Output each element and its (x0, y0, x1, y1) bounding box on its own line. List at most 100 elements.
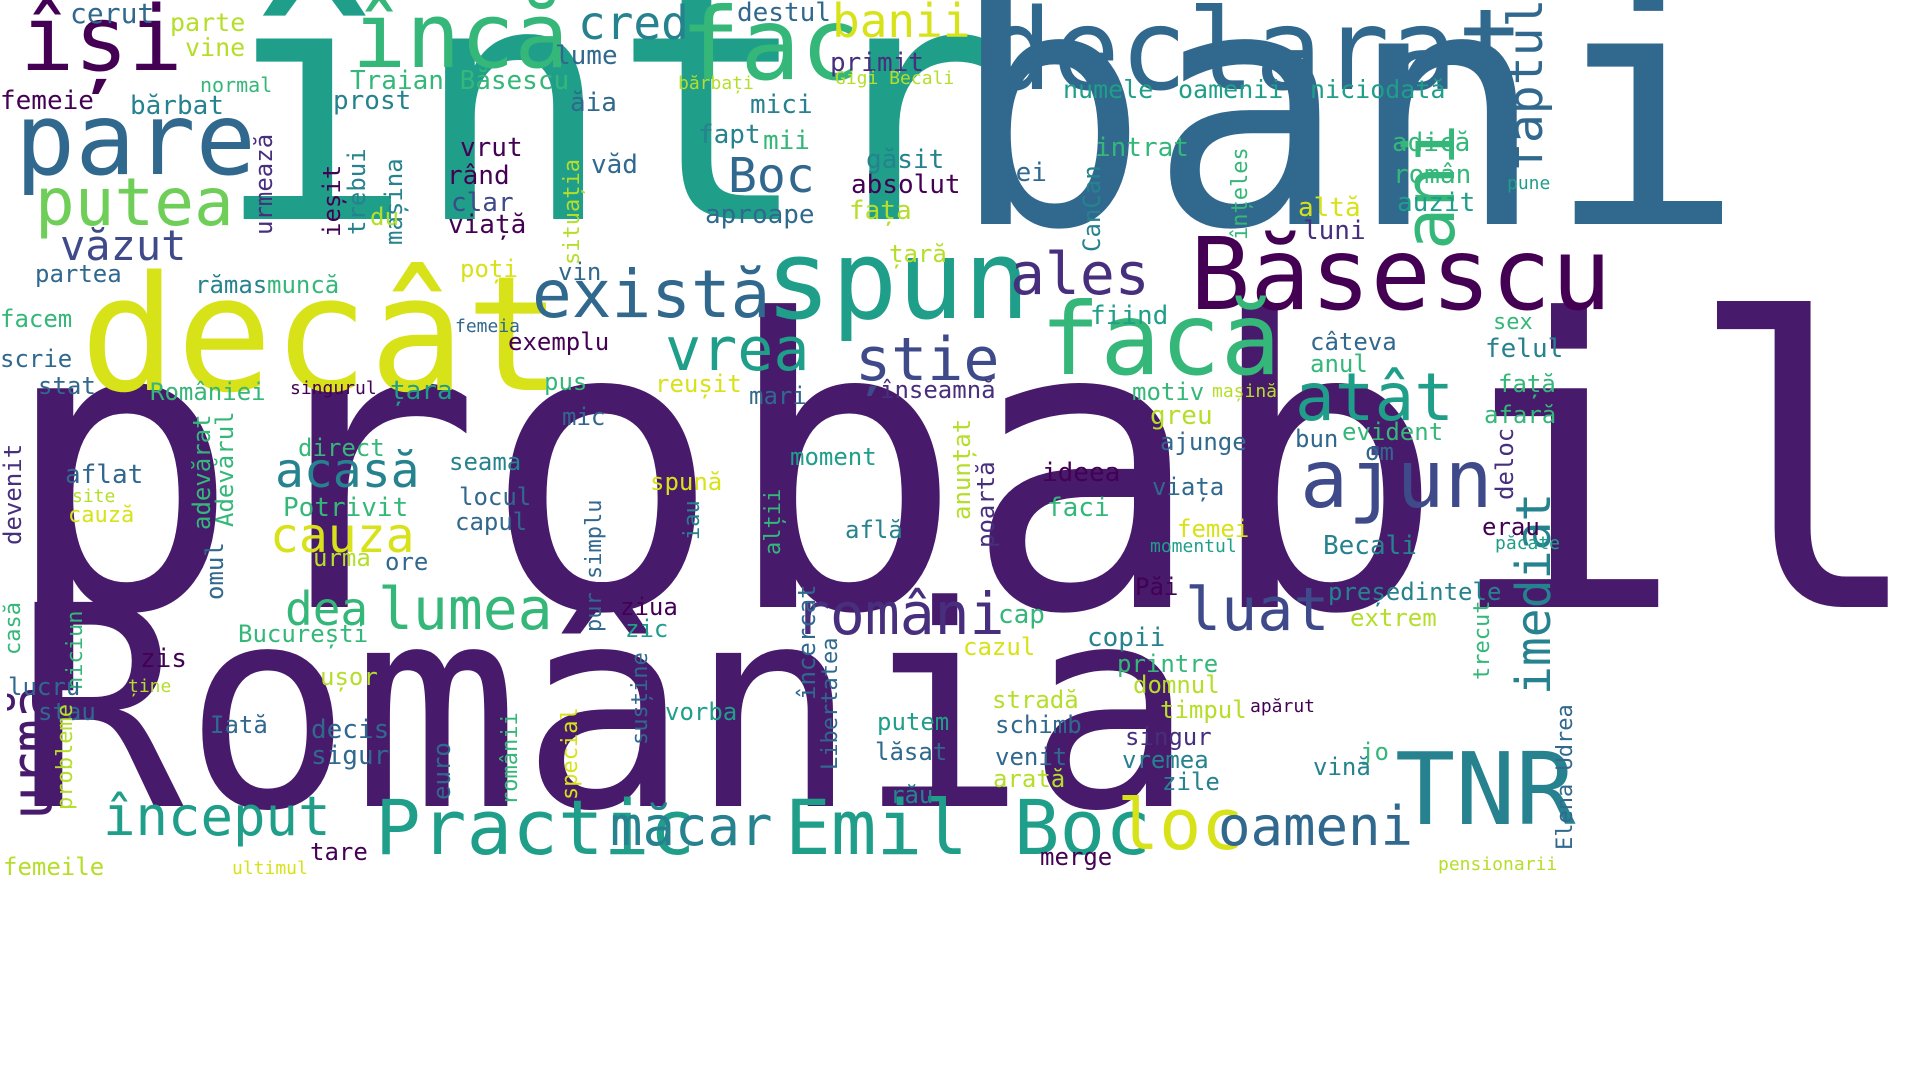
cloud-word-singurul: singurul (290, 378, 377, 399)
cloud-word-deloc: deloc (1491, 427, 1519, 500)
cloud-word-timpul: timpul (1160, 696, 1247, 724)
cloud-word-normal: normal (200, 73, 273, 97)
cloud-word-momentul: momentul (1150, 536, 1237, 557)
cloud-word-auzit: auzit (1397, 188, 1476, 218)
cloud-word-motiv: motiv (1132, 378, 1205, 406)
cloud-word-faptul: faptul (1498, 0, 1554, 172)
cloud-word-seama: seama (449, 448, 522, 476)
cloud-word-roman: român (1393, 160, 1472, 190)
cloud-word-gigi-becali: Gigi Becali (835, 68, 955, 89)
cloud-word-ultimul: ultimul (232, 858, 308, 879)
cloud-word-aproape: aproape (705, 200, 815, 230)
cloud-word-ajun: ajun (1300, 433, 1493, 526)
cloud-word-spun: spun (765, 216, 1030, 344)
cloud-word-partea: partea (35, 260, 122, 288)
cloud-word-barbat: bărbat (130, 91, 224, 121)
cloud-word-vine: vine (185, 33, 246, 62)
cloud-word-ramas: rămas (195, 271, 268, 299)
cloud-word-practic: Practic (375, 783, 696, 872)
cloud-word-usor: ușor (320, 663, 378, 691)
cloud-word-parte: parte (170, 8, 246, 37)
cloud-word-vina: vină (1313, 753, 1371, 781)
cloud-word-faci: faci (1047, 493, 1110, 523)
cloud-word-stie: știe (855, 325, 1000, 395)
cloud-word-poarta: poartă (972, 461, 1000, 548)
cloud-word-scrie: scrie (0, 345, 73, 373)
cloud-word-pur-simplu: pur simplu (582, 499, 607, 632)
cloud-word-stau: stau (38, 698, 96, 726)
cloud-word-zic: zic (625, 615, 669, 643)
cloud-word-lei: lei (1000, 158, 1047, 188)
cloud-word-potrivit: Potrivit (283, 493, 409, 523)
cloud-word-iau: iau (680, 500, 705, 540)
cloud-word-singur: singur (1125, 723, 1212, 751)
cloud-word-venit: venit (995, 743, 1068, 771)
cloud-word-urmeaza: urmează (250, 133, 278, 235)
cloud-word-cred: cred (578, 0, 689, 50)
cloud-word-merge: merge (1040, 843, 1113, 871)
cloud-word-adica: adică (1392, 128, 1471, 158)
cloud-word-viata: viață (448, 210, 527, 240)
cloud-word-isi: își (20, 0, 183, 92)
cloud-word-romani: români (795, 580, 1005, 648)
cloud-word-destul: destul (737, 0, 831, 28)
cloud-word-fapt: fapt (698, 120, 761, 150)
cloud-word-femeile: femeile (3, 853, 105, 881)
cloud-word-anuntat: anunțat (948, 418, 976, 520)
cloud-word-fiind: fiind (1090, 301, 1169, 331)
cloud-word-special: special (558, 707, 583, 800)
cloud-word-mari: mari (749, 382, 807, 410)
cloud-word-banii: banii (832, 0, 971, 48)
cloud-word-mici: mici (750, 90, 813, 120)
cloud-word-lucru: lucru (8, 673, 81, 701)
cloud-word-vorba: vorba (665, 698, 738, 726)
cloud-word-om: om (1365, 438, 1394, 466)
cloud-word-gasit: găsit (866, 145, 945, 175)
cloud-word-devenit: devenit (0, 443, 27, 545)
cloud-word-femeie: femeie (0, 86, 94, 116)
cloud-word-ideea: ideea (1042, 458, 1121, 488)
cloud-word-facem: facem (0, 305, 73, 333)
cloud-word-intr: într (215, 0, 1010, 297)
cloud-word-cerut: cerut (70, 0, 155, 30)
cloud-word-pacate: păcate (1495, 533, 1561, 554)
cloud-word-du: du (370, 203, 399, 231)
cloud-word-loc: loc (1117, 784, 1244, 866)
cloud-word-zis: zis (140, 644, 187, 674)
cloud-word-pare: pare (15, 81, 256, 198)
cloud-word-niciodata: niciodată (1310, 75, 1446, 104)
cloud-word-elena-udrea: Elena Udrea (1553, 704, 1578, 850)
cloud-word-acasa: acasă (275, 443, 420, 499)
cloud-word-fac: fac (680, 0, 861, 103)
cloud-word-exemplu: exemplu (508, 328, 610, 356)
cloud-word-macar: măcar (610, 795, 773, 858)
cloud-word-ajunge: ajunge (1160, 428, 1247, 456)
cloud-word-locul: locul (459, 483, 532, 511)
cloud-word-boc: Boc (728, 148, 815, 204)
cloud-word-rau: rău (890, 781, 934, 809)
cloud-word-viata: viața (1152, 473, 1225, 501)
cloud-word-pus: pus (544, 368, 588, 396)
cloud-word-bun: bun (1295, 425, 1339, 453)
cloud-word-atat: atât (1295, 359, 1454, 436)
cloud-word-tara: țara (390, 376, 453, 406)
cloud-word-arata: arată (993, 765, 1066, 793)
cloud-word-basescu: Băsescu (1190, 216, 1612, 333)
cloud-word-inca: încă (352, 0, 569, 89)
cloud-word-pune: pune (1507, 173, 1551, 194)
cloud-word-putea: putea (35, 164, 234, 241)
cloud-word-mii: mii (763, 126, 810, 156)
cloud-word-incercat: încercat (793, 584, 821, 700)
cloud-word-vad: văd (591, 150, 638, 180)
cloud-word-fata: față (1498, 370, 1556, 398)
cloud-word-copii: copii (1087, 623, 1166, 653)
cloud-word-inteles: înțeles (1228, 147, 1253, 240)
cloud-word-zile: zile (1162, 768, 1220, 796)
cloud-word-printre: printre (1117, 650, 1219, 678)
cloud-word-direct: direct (298, 434, 385, 462)
cloud-word-vazut: văzut (60, 221, 187, 270)
cloud-word-intrat: intrat (1095, 133, 1189, 163)
cloud-word-traian-basescu: Traian Băsescu (350, 66, 570, 96)
cloud-word-lume: lume (555, 41, 618, 71)
